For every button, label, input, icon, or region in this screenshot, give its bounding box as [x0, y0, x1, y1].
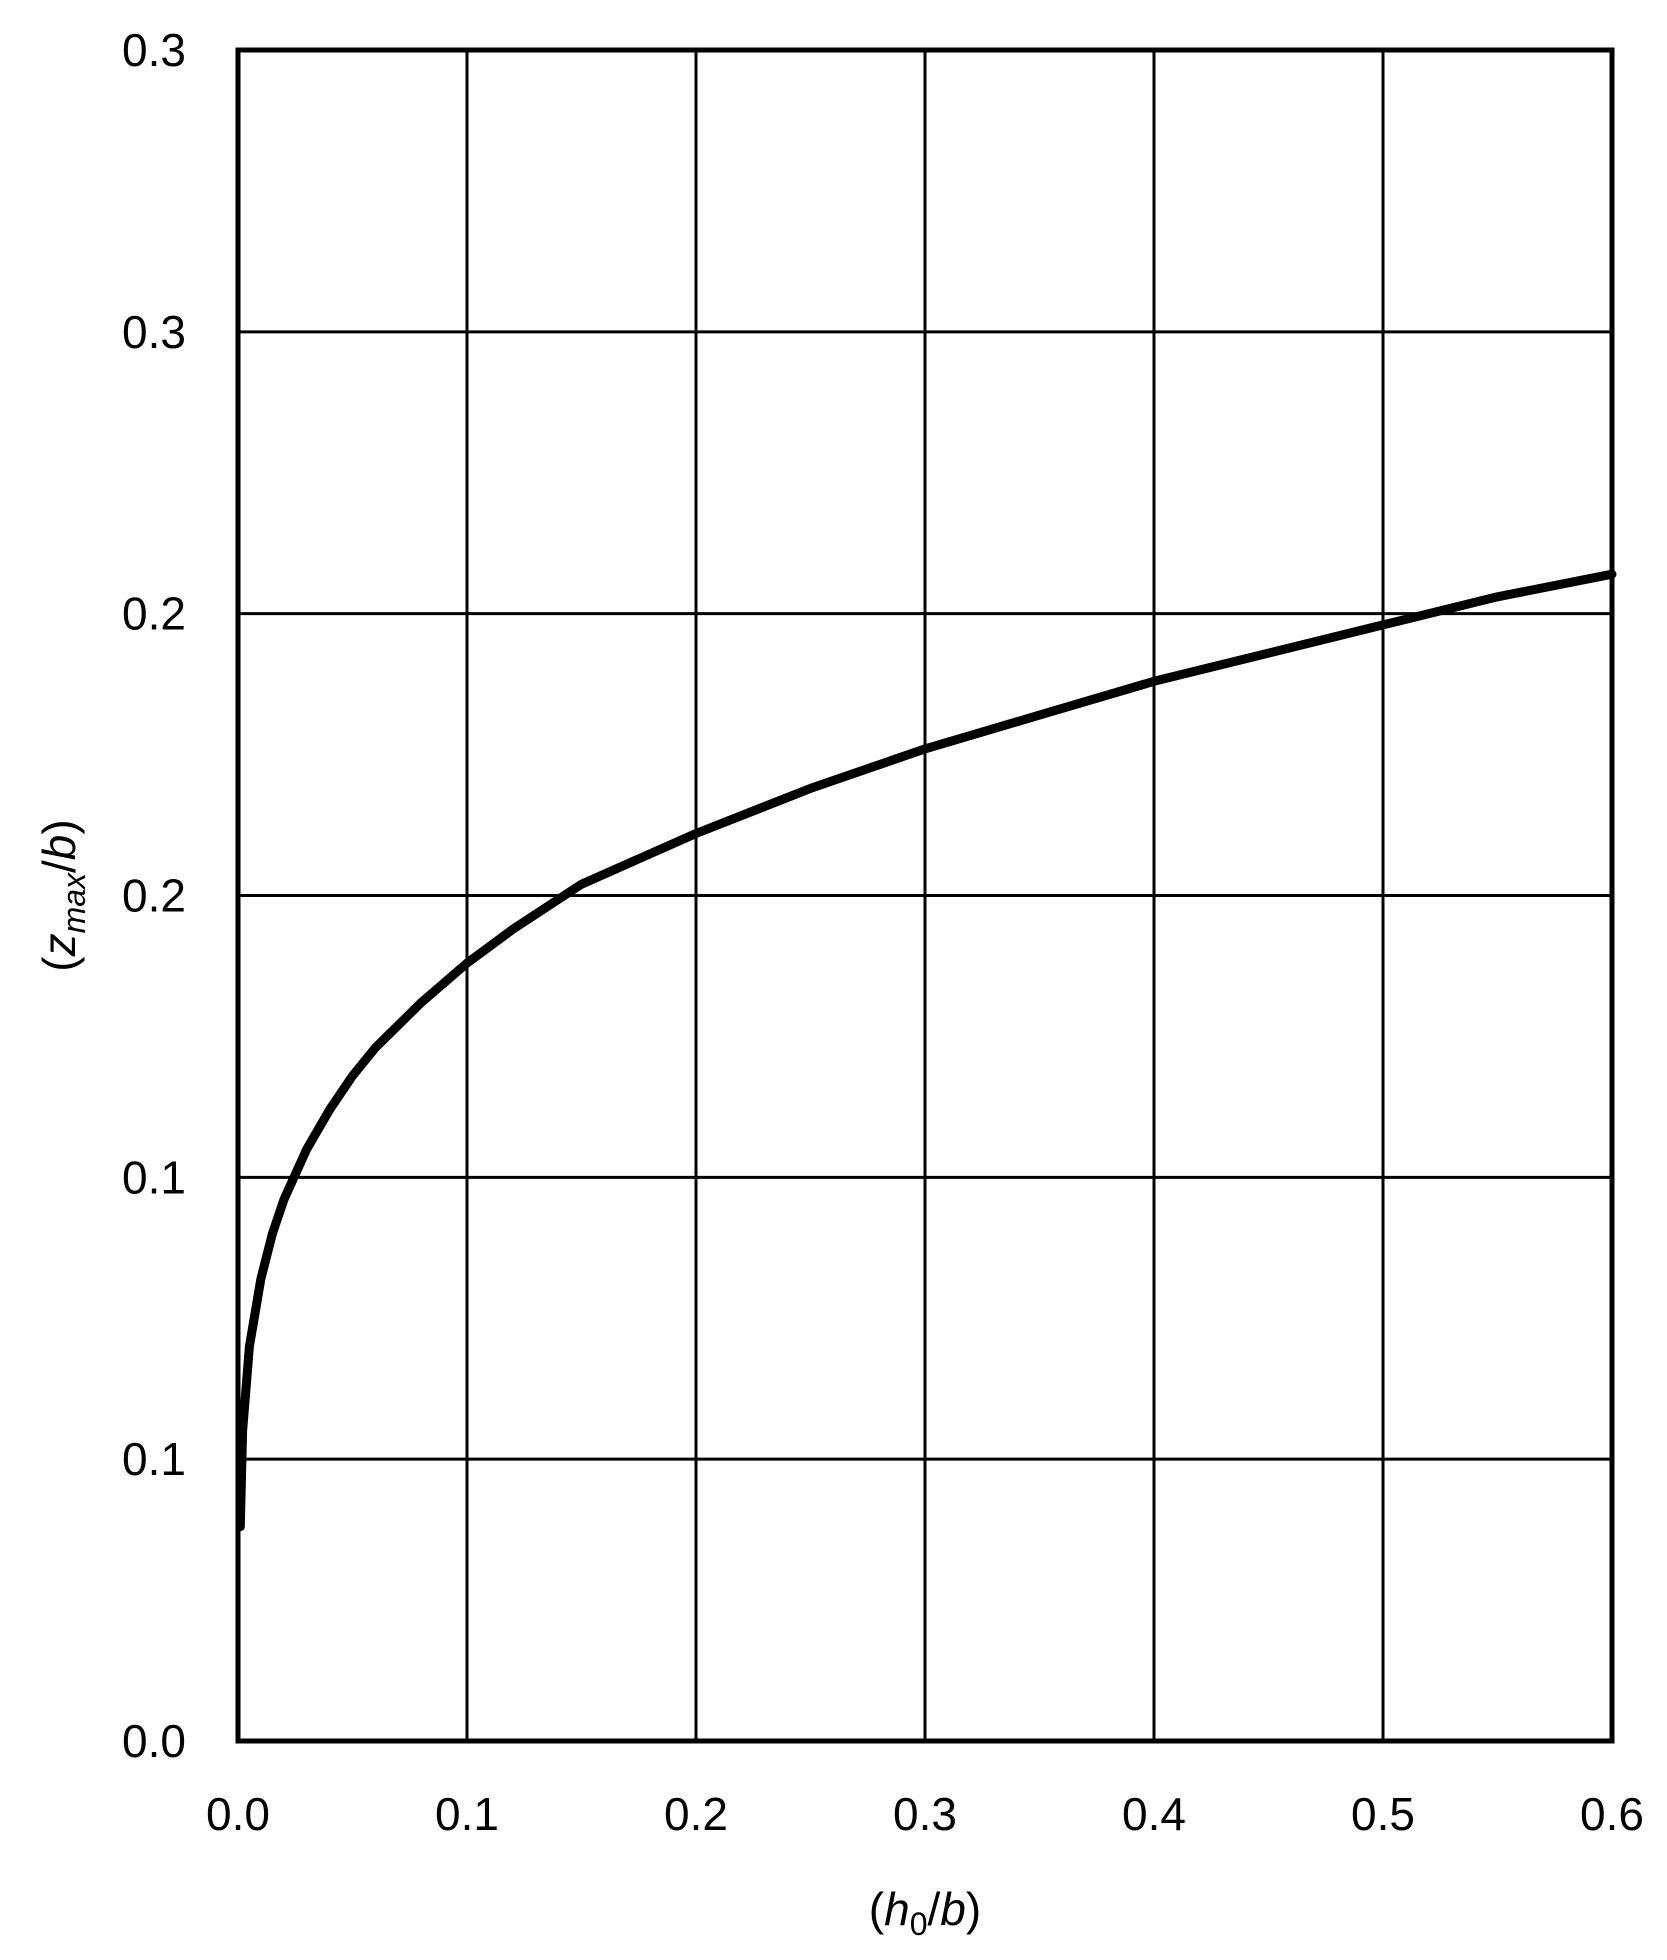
y-tick-label: 0.3: [122, 24, 186, 76]
series-layer: [235, 569, 1617, 1532]
y-axis-label: (zmax/b): [33, 819, 92, 971]
series-line-0: [235, 569, 1617, 1532]
x-axis-label: (h0/b): [869, 1883, 981, 1942]
x-tick-labels: 0.0 0.1 0.2 0.3 0.4 0.5 0.6: [206, 1788, 1644, 1840]
grid: [238, 50, 1612, 1741]
y-tick-label: 0.2: [122, 870, 186, 922]
y-tick-label: 0.1: [122, 1151, 186, 1203]
y-tick-label: 0.0: [122, 1715, 186, 1767]
y-tick-label: 0.2: [122, 588, 186, 640]
x-tick-label: 0.1: [435, 1788, 499, 1840]
x-tick-label: 0.5: [1351, 1788, 1415, 1840]
plot-frame: [235, 47, 1615, 1744]
x-tick-label: 0.4: [1122, 1788, 1186, 1840]
x-tick-label: 0.2: [664, 1788, 728, 1840]
y-tick-label: 0.1: [122, 1433, 186, 1485]
x-tick-label: 0.3: [893, 1788, 957, 1840]
x-tick-label: 0.0: [206, 1788, 270, 1840]
y-tick-labels: 0.0 0.1 0.1 0.2 0.2 0.3 0.3: [122, 24, 186, 1767]
x-tick-label: 0.6: [1580, 1788, 1644, 1840]
y-tick-label: 0.3: [122, 306, 186, 358]
